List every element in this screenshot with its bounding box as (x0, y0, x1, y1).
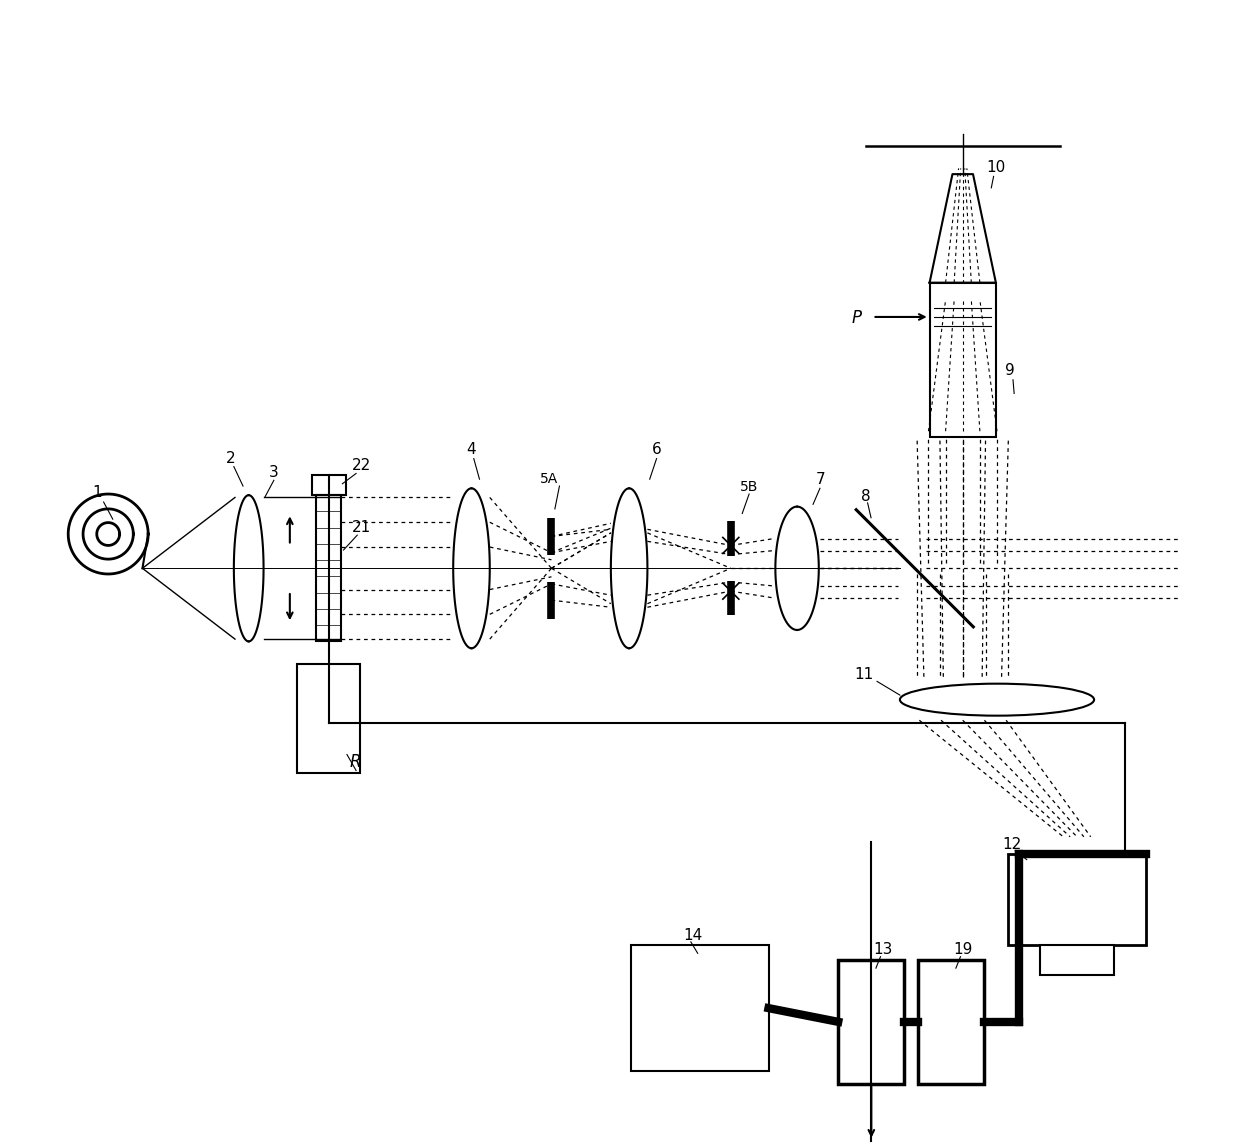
Text: 21: 21 (351, 520, 371, 535)
Text: 2: 2 (226, 451, 236, 466)
FancyBboxPatch shape (918, 960, 985, 1084)
Text: 12: 12 (1003, 837, 1022, 852)
Text: 22: 22 (351, 458, 371, 473)
FancyBboxPatch shape (930, 282, 996, 437)
Text: 10: 10 (987, 160, 1006, 174)
FancyBboxPatch shape (298, 665, 360, 773)
Ellipse shape (900, 684, 1094, 715)
FancyBboxPatch shape (1008, 854, 1146, 945)
Text: R: R (350, 753, 361, 771)
Text: 4: 4 (466, 442, 475, 457)
FancyBboxPatch shape (631, 945, 769, 1071)
Text: P: P (852, 309, 862, 327)
Text: 3: 3 (269, 465, 279, 480)
Text: 5B: 5B (740, 480, 759, 494)
Text: 13: 13 (874, 943, 893, 957)
Text: 5A: 5A (541, 472, 558, 486)
Text: 1: 1 (92, 486, 102, 501)
Text: 11: 11 (854, 667, 873, 682)
Text: 8: 8 (861, 489, 870, 504)
FancyBboxPatch shape (838, 960, 904, 1084)
Text: 14: 14 (683, 928, 702, 943)
FancyBboxPatch shape (311, 474, 346, 495)
Text: 19: 19 (954, 943, 973, 957)
Text: 6: 6 (652, 442, 662, 457)
FancyBboxPatch shape (1040, 945, 1114, 975)
Text: 9: 9 (1004, 363, 1014, 378)
Text: 7: 7 (816, 472, 825, 487)
FancyBboxPatch shape (316, 495, 341, 642)
